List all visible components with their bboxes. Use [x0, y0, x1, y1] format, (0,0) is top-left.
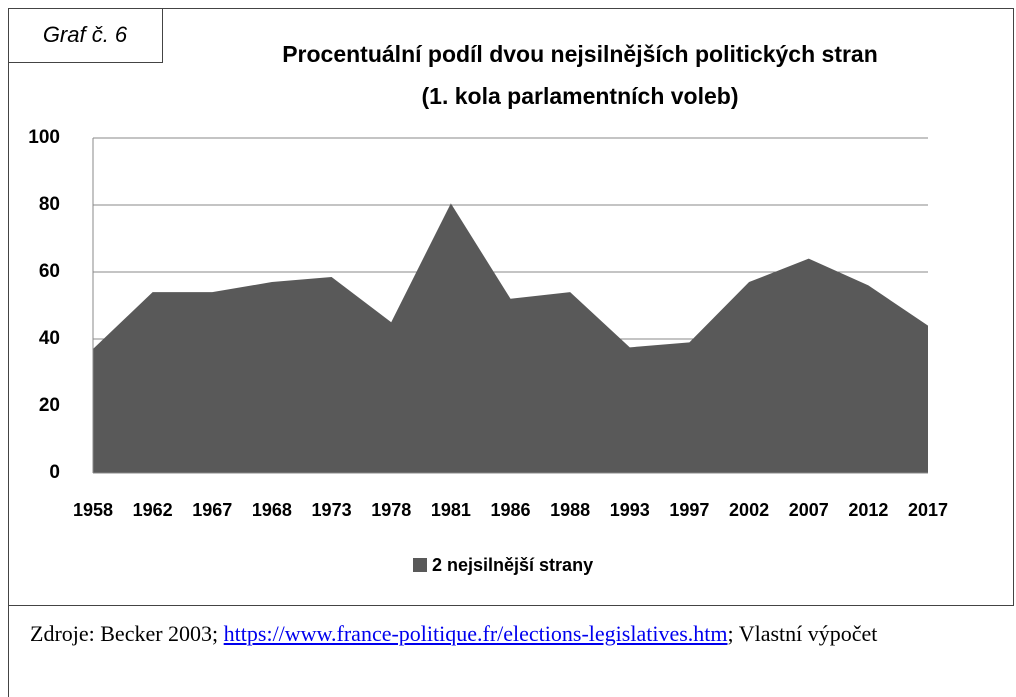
x-tick-label: 1973 — [312, 500, 352, 520]
x-tick-label: 1981 — [431, 500, 471, 520]
chart: Graf č. 6 Procentuální podíl dvou nejsil… — [8, 8, 1014, 606]
chart-title: Procentuální podíl dvou nejsilnějších po… — [282, 41, 878, 67]
x-tick-label: 1962 — [133, 500, 173, 520]
y-tick-label: 40 — [39, 328, 60, 349]
x-tick-label: 1958 — [73, 500, 113, 520]
x-tick-label: 1993 — [610, 500, 650, 520]
caption-box — [8, 8, 163, 63]
x-tick-label: 2007 — [789, 500, 829, 520]
x-tick-label: 2012 — [848, 500, 888, 520]
x-tick-label: 1986 — [490, 500, 530, 520]
area — [93, 203, 928, 473]
y-tick-label: 20 — [39, 395, 60, 416]
source-link[interactable]: https://www.france-politique.fr/election… — [223, 621, 728, 646]
y-tick-label: 100 — [28, 127, 60, 148]
legend-label: 2 nejsilnější strany — [432, 555, 593, 575]
caption: Graf č. 6 — [43, 22, 128, 47]
x-tick-label: 2002 — [729, 500, 769, 520]
chart-title: (1. kola parlamentních voleb) — [422, 83, 739, 109]
source-border — [8, 605, 9, 697]
x-tick-label: 1967 — [192, 500, 232, 520]
y-tick-label: 60 — [39, 261, 60, 282]
y-tick-label: 80 — [39, 194, 60, 215]
x-tick-label: 2017 — [908, 500, 948, 520]
source-text: ; Vlastní výpočet — [727, 621, 878, 646]
y-tick-label: 0 — [49, 462, 60, 483]
source-text: Zdroje: Becker 2003; — [30, 621, 219, 646]
source: Zdroje: Becker 2003; https://www.france-… — [30, 614, 1008, 654]
x-tick-label: 1997 — [669, 500, 709, 520]
legend-swatch — [413, 558, 427, 572]
x-tick-label: 1978 — [371, 500, 411, 520]
x-tick-label: 1988 — [550, 500, 590, 520]
x-tick-label: 1968 — [252, 500, 292, 520]
frame — [8, 8, 1014, 606]
